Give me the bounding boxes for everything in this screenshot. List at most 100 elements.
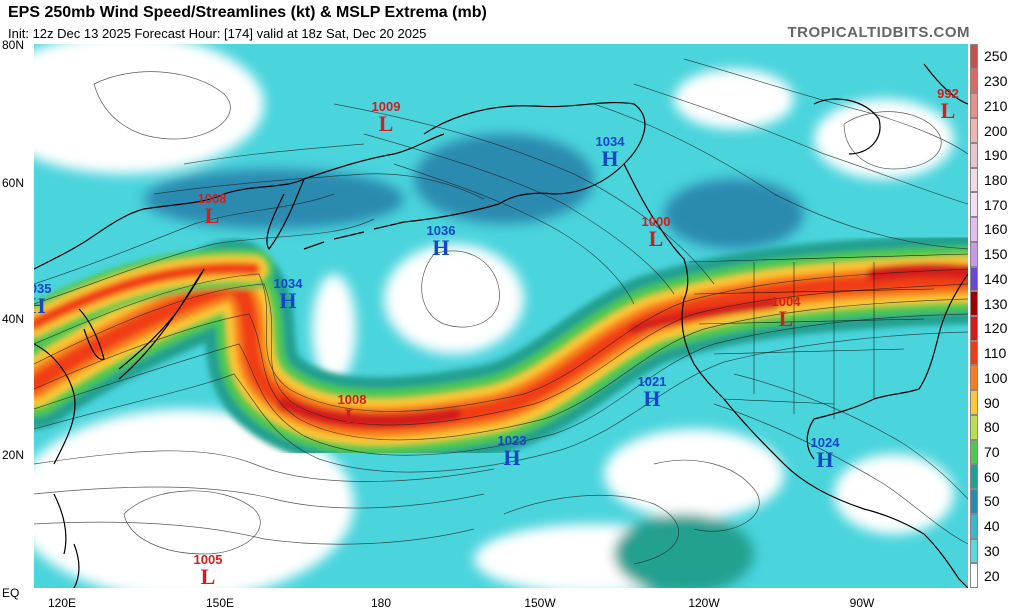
legend-swatch — [970, 414, 978, 440]
brand-watermark: TROPICALTIDBITS.COM — [787, 24, 970, 41]
wind-field-svg — [34, 44, 968, 588]
legend-label: 100 — [984, 369, 1008, 386]
borders — [688, 253, 968, 419]
legend-label: 20 — [984, 567, 1000, 584]
low-marker: 1005 L — [193, 552, 223, 588]
high-marker: 1023 H — [497, 433, 527, 470]
legend-row: 60 — [970, 464, 1022, 490]
coastlines — [34, 63, 968, 588]
legend-label: 200 — [984, 122, 1008, 139]
legend-row: 110 — [970, 340, 1022, 366]
streamlines — [34, 58, 968, 565]
lat-label-80n: 80N — [2, 38, 25, 52]
high-marker: 1035 H — [34, 281, 52, 318]
legend-label: 210 — [984, 97, 1008, 114]
legend-label: 150 — [984, 246, 1008, 263]
legend-swatch — [970, 118, 978, 143]
legend-row: 180 — [970, 167, 1022, 193]
low-marker: 1000 L — [641, 214, 671, 251]
legend-label: 80 — [984, 419, 1000, 436]
legend-row: 210 — [970, 93, 1022, 119]
legend-swatch — [970, 365, 978, 391]
legend-swatch — [970, 266, 978, 292]
legend-swatch — [970, 316, 978, 341]
legend-row: 40 — [970, 513, 1022, 539]
lon-label-120w: 120W — [688, 596, 720, 610]
high-marker: 1034 H — [595, 134, 625, 171]
low-marker: 1008 L — [337, 392, 367, 429]
legend-label: 140 — [984, 270, 1008, 287]
legend-label: 120 — [984, 320, 1008, 337]
lon-label-150w: 150W — [524, 596, 556, 610]
wind-map[interactable]: 1009 L 992 L 1034 H 1008 L 1000 L 1036 H… — [34, 44, 968, 588]
legend-label: 110 — [984, 345, 1007, 362]
legend-swatch — [970, 439, 978, 465]
legend-swatch — [970, 291, 978, 316]
legend-swatch — [970, 489, 978, 514]
legend-swatch — [970, 464, 978, 490]
legend-row: 70 — [970, 439, 1022, 465]
legend-row: 130 — [970, 291, 1022, 316]
legend-swatch — [970, 192, 978, 218]
legend-row: 100 — [970, 365, 1022, 391]
legend-label: 250 — [984, 48, 1008, 65]
lon-label-180: 180 — [370, 596, 392, 610]
legend-row: 50 — [970, 489, 1022, 514]
legend-swatch — [970, 167, 978, 193]
lon-label-150e: 150E — [205, 596, 235, 610]
legend-swatch — [970, 513, 978, 539]
low-marker: 992 L — [937, 86, 959, 123]
lat-label-60n: 60N — [2, 176, 25, 190]
legend-label: 170 — [984, 196, 1008, 213]
legend-label: 40 — [984, 518, 1000, 535]
legend-label: 230 — [984, 73, 1008, 90]
legend-label: 70 — [984, 443, 1000, 460]
high-marker: 1024 H — [810, 435, 840, 472]
wind-speed-legend: 250 230 210 200 190 180 170 160 150 140 130 120 110 1… — [970, 44, 1022, 588]
legend-label: 90 — [984, 394, 1000, 411]
low-marker: 1008 L — [197, 191, 227, 228]
legend-row: 20 — [970, 563, 1022, 588]
legend-swatch — [970, 241, 978, 267]
legend-row: 80 — [970, 414, 1022, 440]
legend-label: 30 — [984, 542, 1000, 559]
legend-row: 230 — [970, 68, 1022, 94]
legend-swatch — [970, 217, 978, 242]
lat-label-eq: EQ — [2, 586, 20, 600]
lon-label-120e: 120E — [47, 596, 77, 610]
high-marker: 1034 H — [273, 276, 303, 313]
legend-label: 160 — [984, 221, 1008, 238]
legend-row: 200 — [970, 118, 1022, 143]
lat-label-20n: 20N — [2, 448, 25, 462]
low-marker: 1009 L — [371, 99, 401, 136]
legend-row: 30 — [970, 538, 1022, 564]
legend-row: 140 — [970, 266, 1022, 292]
legend-swatch — [970, 340, 978, 366]
legend-label: 180 — [984, 171, 1008, 188]
map-title: EPS 250mb Wind Speed/Streamlines (kt) & … — [8, 4, 487, 21]
legend-row: 150 — [970, 241, 1022, 267]
lat-label-40n: 40N — [2, 312, 25, 326]
lon-label-90w: 90W — [849, 596, 875, 610]
legend-label: 130 — [984, 295, 1008, 312]
legend-swatch — [970, 538, 978, 564]
high-marker: 1036 H — [426, 223, 456, 260]
legend-label: 190 — [984, 147, 1008, 164]
jet-stream-band — [34, 234, 968, 468]
legend-swatch — [970, 390, 978, 415]
legend-row: 120 — [970, 316, 1022, 341]
legend-swatch — [970, 93, 978, 119]
legend-row: 90 — [970, 390, 1022, 415]
legend-swatch — [970, 563, 978, 588]
map-subtitle: Init: 12z Dec 13 2025 Forecast Hour: [17… — [8, 26, 427, 41]
legend-swatch — [970, 142, 978, 168]
legend-label: 60 — [984, 468, 1000, 485]
legend-swatch — [970, 44, 978, 69]
legend-swatch — [970, 68, 978, 94]
legend-row: 170 — [970, 192, 1022, 218]
legend-row: 250 — [970, 44, 1022, 69]
low-marker: 1004 L — [771, 294, 801, 331]
legend-row: 190 — [970, 142, 1022, 168]
high-marker: 1021 H — [637, 374, 667, 411]
legend-label: 50 — [984, 493, 1000, 510]
